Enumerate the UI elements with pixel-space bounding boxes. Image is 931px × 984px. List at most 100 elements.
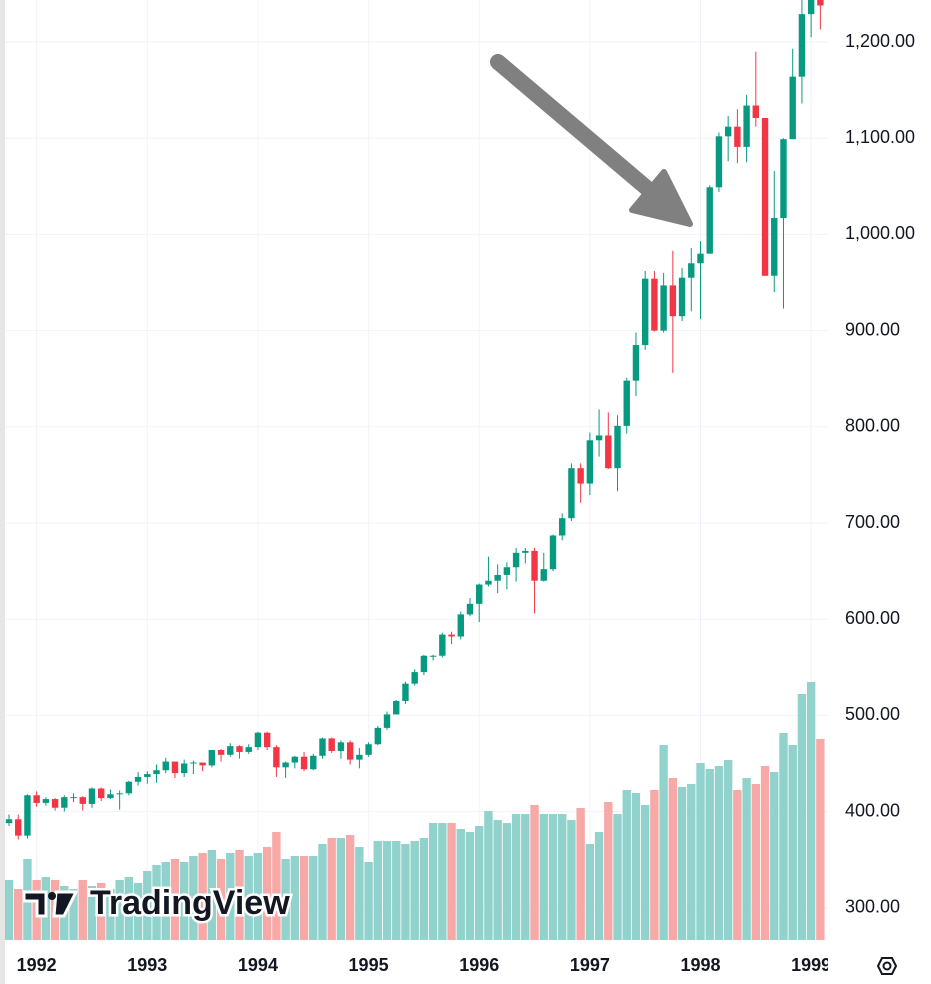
volume-bar [410,841,419,940]
volume-bar [733,790,742,940]
y-tick-label: 300.00 [845,897,900,917]
volume-bar [521,814,530,940]
volume-bar [650,790,659,940]
volume-bar [806,682,816,940]
candle-body [79,797,86,804]
volume-bar [797,694,807,940]
candle-body [724,126,732,137]
x-axis: 1992 1993 1994 1995 1996 1997 1998 1999 [17,955,828,975]
y-tick-label: 900.00 [845,319,900,339]
volume-bar [465,832,475,940]
volume-bar [106,889,115,940]
candle-body [236,746,243,752]
volume-bar [309,856,318,940]
candle-body [817,0,824,6]
candle-body [300,756,308,770]
volume-bar [290,856,300,940]
candle-body [254,732,262,748]
candle-body [420,655,428,673]
volume-bar [788,745,797,940]
candle-body [33,795,40,803]
volume-bar [594,832,604,940]
volume-bar [751,784,761,940]
candle-body [282,762,289,768]
volume-bar [493,820,502,940]
candle-body [771,218,778,276]
candle-body [116,793,123,795]
x-tick-label: 1992 [17,955,57,975]
volume-bar [438,823,447,940]
volume-bar [622,790,631,940]
candle-body [789,76,796,140]
volume-bar [382,841,392,940]
candle-body [51,799,59,808]
candle-body [586,440,594,484]
volume-bar [373,841,382,940]
x-tick-label: 1994 [238,955,278,975]
x-tick-label: 1996 [459,955,499,975]
volume-bar [355,847,364,940]
watermark: TradingView [90,884,290,922]
volume-bar [216,859,226,940]
settings-icon[interactable] [876,957,898,975]
volume-bar [318,844,327,940]
volume-bar [770,772,779,940]
candle-body [761,118,769,276]
volume-bar [687,784,696,940]
candle-layer [5,0,824,840]
volume-bar [456,829,465,940]
volume-bar [143,871,152,940]
candle-body [319,738,326,756]
candle-body [706,187,713,254]
candle-body [42,799,50,803]
candle-body [577,468,584,484]
y-tick-label: 1,200.00 [845,31,915,51]
candle-body [24,795,31,836]
candle-body [476,584,483,604]
candle-body [503,567,511,575]
settings-hex[interactable] [876,957,898,975]
logo-mark [22,890,79,918]
candle-body [641,278,649,346]
candle-body [807,0,815,15]
volume-bar [14,889,23,940]
candle-body [734,126,741,147]
candle-body [743,105,750,147]
volume-bar [78,880,87,940]
candle-body [125,781,133,794]
volume-bar [235,850,244,940]
candle-body [402,683,409,701]
candle-body [134,776,142,782]
volume-bar [281,859,290,940]
candle-body [549,535,557,570]
candle-body [291,756,299,763]
volume-bar [69,889,78,940]
x-tick-label: 1993 [127,955,167,975]
logo-dot [48,892,56,900]
volume-bar [364,862,373,940]
volume-bar [428,823,438,940]
candle-body [429,655,437,657]
candle-body [614,425,621,469]
candle-body [568,468,575,519]
candle-body [61,797,68,808]
candle-body [715,136,723,188]
volume-bar [392,841,401,940]
candle-body [337,742,345,751]
volume-bar [161,862,170,940]
y-tick-label: 500.00 [845,704,900,724]
candle-body [153,770,160,775]
candle-body [678,277,686,317]
volume-bar [567,820,576,940]
candle-body [752,105,760,119]
volume-bar [539,814,548,940]
settings-dot[interactable] [882,961,892,971]
candle-body [356,754,363,760]
candle-body [697,253,704,264]
volume-bar [189,856,198,940]
volume-bar [668,778,678,940]
volume-bar [97,883,106,940]
candle-body [485,580,492,585]
volume-bar [345,835,355,940]
volume-bar [640,805,650,940]
